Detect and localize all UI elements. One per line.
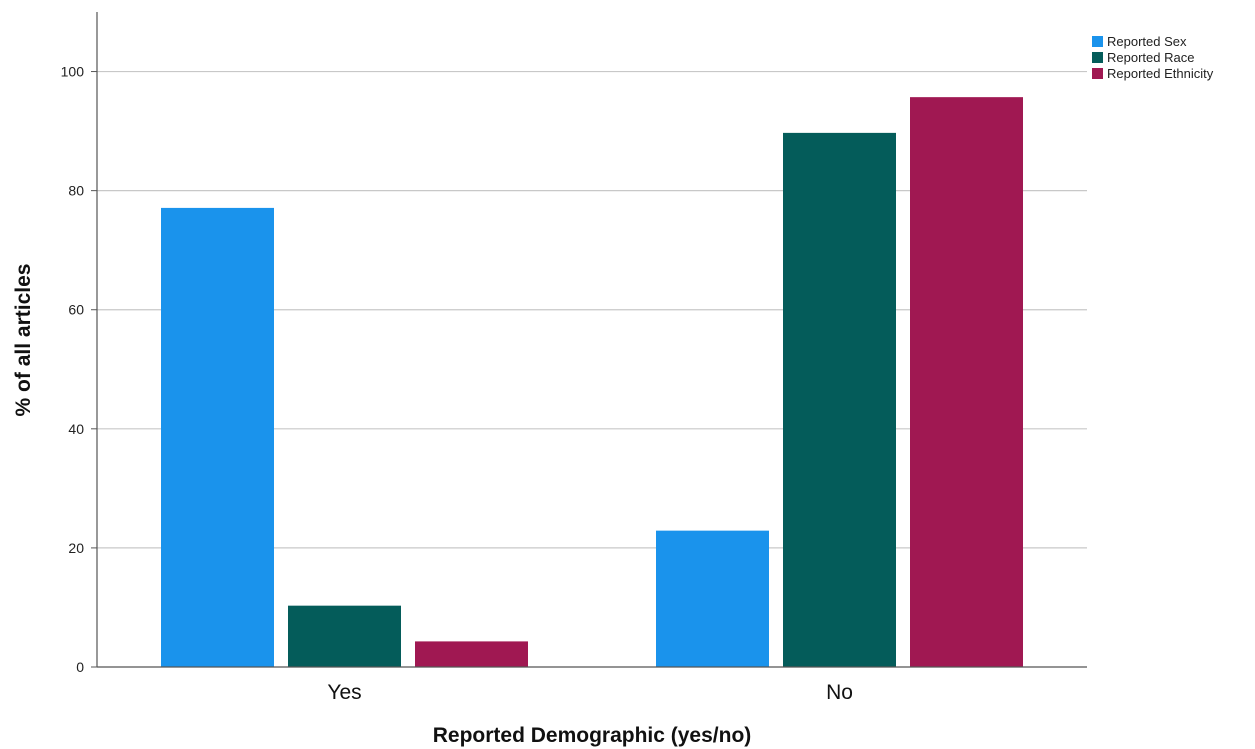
legend-swatch <box>1092 68 1103 79</box>
y-tick-labels: 0 20 40 60 80 100 <box>61 64 97 675</box>
y-tick-label: 0 <box>76 659 84 675</box>
bar-reported-sex-yes <box>161 207 274 667</box>
axes <box>96 12 1087 668</box>
bar-reported-ethnicity-no <box>910 97 1023 667</box>
bar-reported-sex-no <box>656 530 769 667</box>
legend-label: Reported Race <box>1107 50 1194 65</box>
y-axis-title: % of all articles <box>12 264 35 417</box>
legend-swatch <box>1092 52 1103 63</box>
legend-swatch <box>1092 36 1103 47</box>
y-tick-label: 20 <box>68 540 84 556</box>
bars <box>161 97 1023 668</box>
bar-reported-race-no <box>783 132 896 668</box>
y-tick-label: 60 <box>68 302 84 318</box>
legend-label: Reported Ethnicity <box>1107 66 1214 81</box>
bar-reported-race-yes <box>288 605 401 667</box>
x-axis-title: Reported Demographic (yes/no) <box>433 724 752 747</box>
bar-reported-ethnicity-yes <box>415 641 528 667</box>
legend-label: Reported Sex <box>1107 34 1187 49</box>
x-tick-label: Yes <box>327 681 361 704</box>
x-tick-labels: Yes No <box>327 681 853 704</box>
y-tick-label: 100 <box>61 64 85 80</box>
y-tick-label: 40 <box>68 421 84 437</box>
y-tick-label: 80 <box>68 183 84 199</box>
x-tick-label: No <box>826 681 853 704</box>
